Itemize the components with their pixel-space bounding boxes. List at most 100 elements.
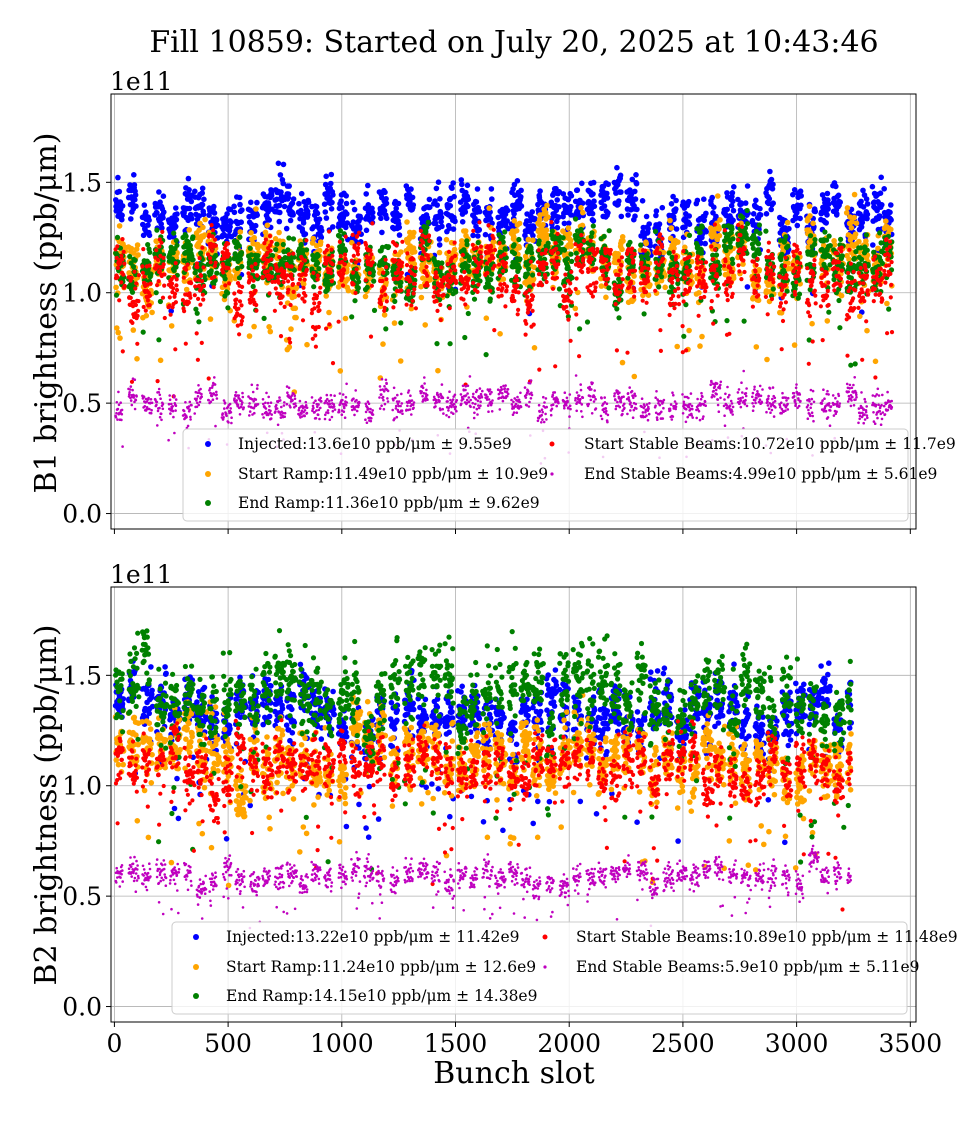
- b1-point-end-ramp: [372, 308, 377, 313]
- b1-point-end-ramp: [391, 293, 396, 298]
- b1-point-injected: [475, 186, 481, 192]
- b1-point-start-stable-beams: [327, 322, 331, 326]
- b1-point-injected: [156, 189, 162, 195]
- b1-point-start-ramp: [675, 239, 681, 245]
- b1-point-start-stable-beams: [311, 271, 315, 275]
- b1-point-end-ramp: [864, 232, 869, 237]
- b1-point-injected: [448, 203, 454, 209]
- b1-point-start-stable-beams: [148, 294, 152, 298]
- b1-point-start-stable-beams: [400, 240, 404, 244]
- b1-point-start-stable-beams: [161, 296, 165, 300]
- b1-point-start-stable-beams: [439, 318, 443, 322]
- b1-point-injected: [618, 173, 624, 179]
- b1-point-start-stable-beams: [159, 241, 163, 245]
- b1-point-injected: [634, 181, 640, 187]
- b1-point-start-ramp: [792, 342, 798, 348]
- b1-point-injected: [475, 233, 481, 239]
- b1-point-start-stable-beams: [201, 298, 205, 302]
- b1-point-end-ramp: [826, 310, 831, 315]
- b1-point-end-ramp: [398, 280, 403, 285]
- b1-point-start-ramp: [343, 316, 349, 322]
- b1-point-end-ramp: [299, 242, 304, 247]
- b1-point-end-ramp: [591, 223, 596, 228]
- b1-point-start-stable-beams: [196, 297, 200, 301]
- b1-point-start-ramp: [158, 358, 164, 364]
- b1-point-end-ramp: [550, 229, 555, 234]
- b1-point-end-ramp: [585, 319, 590, 324]
- b1-point-end-ramp: [500, 235, 505, 240]
- b1-point-injected: [824, 212, 830, 218]
- b1-point-end-ramp: [285, 247, 290, 252]
- b1-point-start-stable-beams: [123, 284, 127, 288]
- b1-point-injected: [117, 189, 123, 195]
- b1-point-start-stable-beams: [447, 285, 451, 289]
- b1-point-end-ramp: [512, 251, 517, 256]
- b1-point-start-stable-beams: [316, 305, 320, 309]
- b1-point-injected: [751, 211, 757, 217]
- b1-point-start-ramp: [135, 252, 141, 258]
- b1-point-start-stable-beams: [227, 252, 231, 256]
- b1-point-start-stable-beams: [471, 229, 475, 233]
- b1-point-injected: [317, 216, 323, 222]
- b1-point-start-stable-beams: [195, 265, 199, 269]
- b1-point-start-stable-beams: [169, 313, 173, 317]
- b1-point-start-stable-beams: [195, 331, 199, 335]
- b1-point-start-stable-beams: [315, 294, 319, 298]
- b1-point-injected: [173, 205, 179, 211]
- b1-point-end-ramp: [213, 253, 218, 258]
- b1-point-start-stable-beams: [116, 266, 120, 270]
- b1-point-end-ramp: [465, 263, 470, 268]
- b1-point-injected: [281, 162, 287, 168]
- b1-point-injected: [254, 200, 260, 206]
- b1-point-start-stable-beams: [195, 261, 199, 265]
- b1-point-start-stable-beams: [364, 278, 368, 282]
- b1-point-injected: [770, 200, 776, 206]
- b1-point-start-ramp: [544, 203, 550, 209]
- b1-point-start-stable-beams: [475, 246, 479, 250]
- b1-point-start-stable-beams: [156, 258, 160, 262]
- b1-point-start-stable-beams: [471, 281, 475, 285]
- b1-point-start-stable-beams: [426, 283, 430, 287]
- b1-point-start-stable-beams: [324, 327, 328, 331]
- b1-point-injected: [463, 209, 469, 215]
- b1-point-end-ramp: [439, 260, 444, 265]
- b1-point-start-stable-beams: [276, 275, 280, 279]
- b1-point-start-stable-beams: [198, 303, 202, 307]
- b1-point-end-ramp: [627, 240, 632, 245]
- b1-point-injected: [451, 194, 457, 200]
- b1-point-start-stable-beams: [463, 302, 467, 306]
- b1-point-end-ramp: [822, 229, 827, 234]
- b1-point-injected: [338, 198, 344, 204]
- b1-point-start-ramp: [380, 341, 386, 347]
- b1-point-start-ramp: [169, 323, 175, 329]
- b1-point-injected: [363, 191, 369, 197]
- b1-point-start-stable-beams: [122, 250, 126, 254]
- b1-point-start-ramp: [326, 310, 332, 316]
- b1-point-start-stable-beams: [303, 294, 307, 298]
- b1-point-start-stable-beams: [184, 268, 188, 272]
- b1-point-start-stable-beams: [327, 229, 331, 233]
- b1-point-start-stable-beams: [234, 302, 238, 306]
- b1-point-start-stable-beams: [411, 299, 415, 303]
- b1-point-start-ramp: [268, 329, 274, 335]
- b1-point-start-stable-beams: [170, 282, 174, 286]
- b1-point-start-stable-beams: [193, 293, 197, 297]
- b1-point-start-stable-beams: [173, 347, 177, 351]
- b1-point-end-ramp: [569, 259, 574, 264]
- b1-point-end-ramp: [114, 293, 119, 298]
- b1-point-start-stable-beams: [393, 250, 397, 254]
- b1-point-start-stable-beams: [342, 268, 346, 272]
- b1-point-start-ramp: [276, 230, 282, 236]
- b1-point-start-ramp: [419, 295, 425, 301]
- b1-point-injected: [786, 226, 792, 232]
- b1-point-end-ramp: [466, 311, 471, 316]
- b1-point-injected: [476, 227, 482, 233]
- b1-point-injected: [590, 211, 596, 217]
- b1-point-start-stable-beams: [270, 275, 274, 279]
- b1-point-end-ramp: [476, 240, 481, 245]
- b1-point-start-stable-beams: [147, 264, 151, 268]
- b1-point-end-ramp: [154, 290, 159, 295]
- b1-point-start-stable-beams: [400, 271, 404, 275]
- b1-point-start-stable-beams: [409, 303, 413, 307]
- b1-point-end-ramp: [462, 335, 467, 340]
